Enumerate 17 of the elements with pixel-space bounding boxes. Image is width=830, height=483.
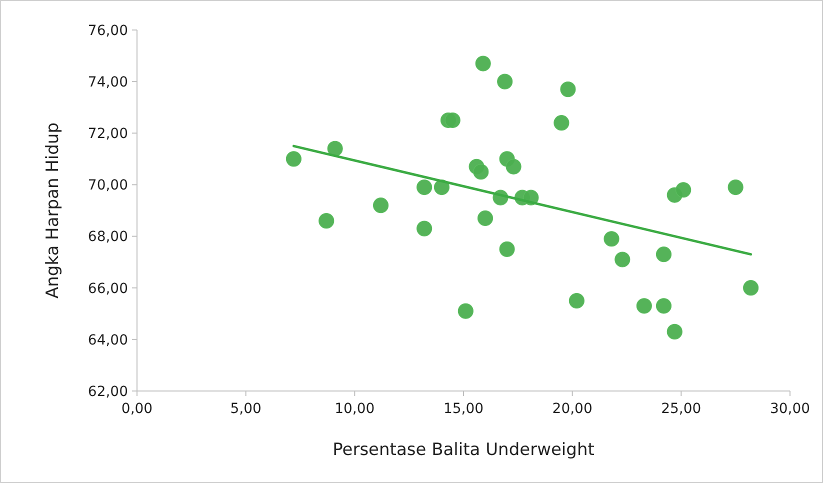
y-axis-title: Angka Harpan Hidup bbox=[43, 122, 63, 299]
y-tick-label: 72,00 bbox=[88, 126, 128, 142]
y-tick-label: 62,00 bbox=[88, 384, 128, 400]
x-axis-title: Persentase Balita Underweight bbox=[332, 440, 595, 460]
y-tick-label: 70,00 bbox=[88, 178, 128, 194]
x-tick-label: 0,00 bbox=[121, 401, 153, 417]
y-tick-label: 74,00 bbox=[88, 74, 128, 90]
x-tick-label: 20,00 bbox=[552, 401, 592, 417]
x-tick-label: 25,00 bbox=[661, 401, 702, 417]
y-tick-label: 68,00 bbox=[88, 229, 128, 246]
y-tick-label: 64,00 bbox=[88, 332, 128, 348]
y-tick-label: 66,00 bbox=[88, 280, 128, 297]
x-tick-label: 5,00 bbox=[230, 401, 262, 417]
x-tick-label: 15,00 bbox=[443, 401, 484, 417]
y-tick-label: 76,00 bbox=[88, 22, 128, 39]
x-tick-label: 10,00 bbox=[334, 401, 375, 417]
x-tick-label: 30,00 bbox=[770, 401, 810, 417]
